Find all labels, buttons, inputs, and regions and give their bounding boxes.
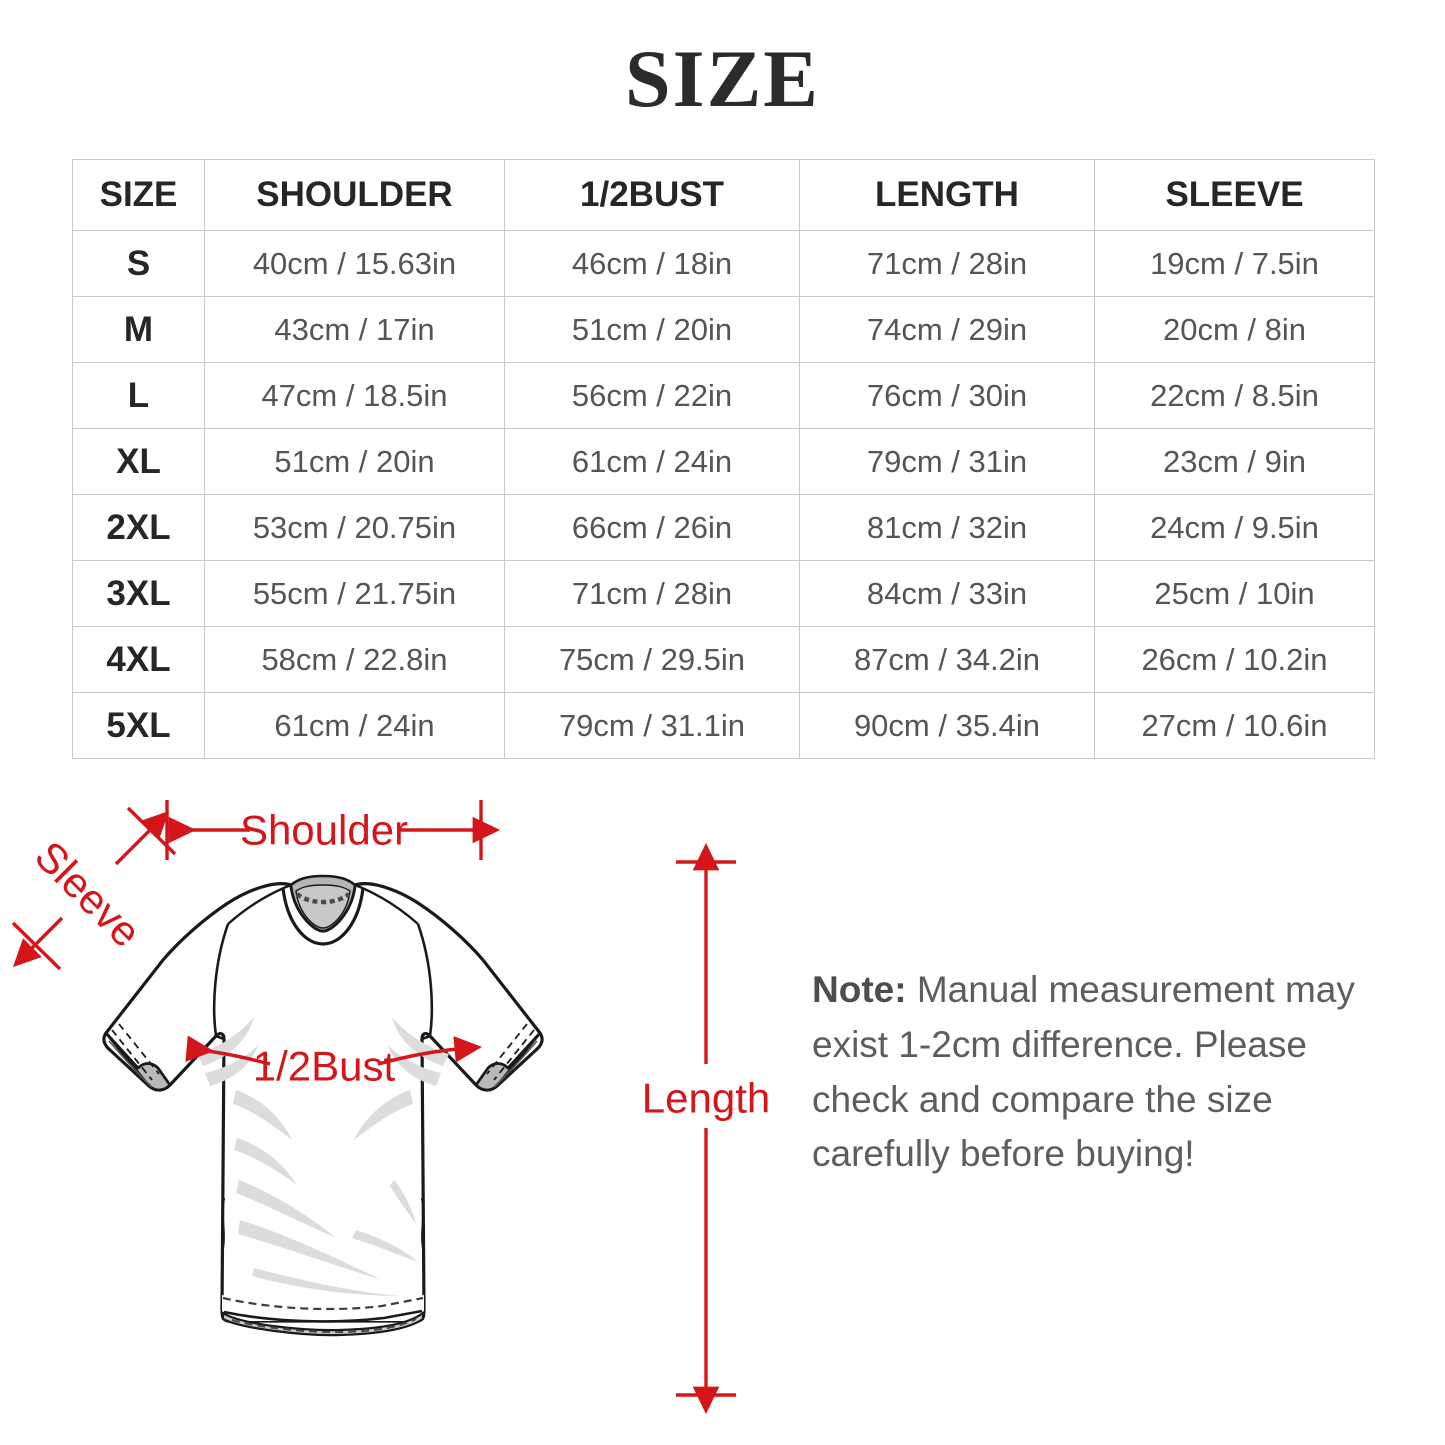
cell-length: 76cm / 30in — [799, 362, 1095, 429]
shoulder-label: Shoulder — [240, 807, 408, 854]
cell-length: 71cm / 28in — [799, 230, 1095, 297]
side-seam-left — [221, 1197, 226, 1249]
page-title: SIZE — [625, 33, 820, 124]
table-row: 4XL 58cm / 22.8in 75cm / 29.5in 87cm / 3… — [72, 626, 1375, 693]
cell-size: L — [72, 362, 205, 429]
armhole-seam-right — [416, 923, 434, 1041]
sleeve-cuff-right — [474, 1031, 542, 1092]
table-row: 5XL 61cm / 24in 79cm / 31.1in 90cm / 35.… — [72, 692, 1375, 759]
table-row: L 47cm / 18.5in 56cm / 22in 76cm / 30in … — [72, 362, 1375, 429]
cell-bust: 46cm / 18in — [504, 230, 800, 297]
cell-bust: 61cm / 24in — [504, 428, 800, 495]
column-header-size: SIZE — [72, 159, 205, 231]
sleeve-arrow-upper — [114, 810, 170, 866]
bust-arrow-left — [185, 1035, 271, 1066]
cell-bust: 66cm / 26in — [504, 494, 800, 561]
cell-size: S — [72, 230, 205, 297]
cell-size: M — [72, 296, 205, 363]
cuff-stitch-left-2 — [118, 1023, 160, 1075]
cell-shoulder: 53cm / 20.75in — [204, 494, 505, 561]
bust-arrow-right — [377, 1036, 483, 1066]
table-row: 2XL 53cm / 20.75in 66cm / 26in 81cm / 32… — [72, 494, 1375, 561]
side-seam-right — [420, 1197, 425, 1249]
cell-sleeve: 25cm / 10in — [1094, 560, 1375, 627]
cell-size: 2XL — [72, 494, 205, 561]
cell-shoulder: 58cm / 22.8in — [204, 626, 505, 693]
collar-inner-ring — [295, 884, 351, 929]
cell-size: XL — [72, 428, 205, 495]
cell-length: 84cm / 33in — [799, 560, 1095, 627]
cell-sleeve: 20cm / 8in — [1094, 296, 1375, 363]
cell-length: 87cm / 34.2in — [799, 626, 1095, 693]
cell-sleeve: 23cm / 9in — [1094, 428, 1375, 495]
cell-sleeve: 24cm / 9.5in — [1094, 494, 1375, 561]
table-row: M 43cm / 17in 51cm / 20in 74cm / 29in 20… — [72, 296, 1375, 363]
cell-shoulder: 61cm / 24in — [204, 692, 505, 759]
cell-size: 4XL — [72, 626, 205, 693]
armhole-seam-left — [212, 923, 230, 1041]
cell-bust: 71cm / 28in — [504, 560, 800, 627]
cell-bust: 51cm / 20in — [504, 296, 800, 363]
cell-length: 90cm / 35.4in — [799, 692, 1095, 759]
note-label: Note: — [812, 969, 907, 1010]
cell-shoulder: 47cm / 18.5in — [204, 362, 505, 429]
cell-length: 74cm / 29in — [799, 296, 1095, 363]
column-header-length: LENGTH — [799, 159, 1095, 231]
column-header-sleeve: SLEEVE — [1094, 159, 1375, 231]
shoulder-measure: Shoulder — [165, 800, 501, 860]
hem-band — [222, 1295, 424, 1321]
cuff-fold-right — [493, 1040, 538, 1088]
table-row: XL 51cm / 20in 61cm / 24in 79cm / 31in 2… — [72, 428, 1375, 495]
cell-sleeve: 27cm / 10.6in — [1094, 692, 1375, 759]
hem-inner-fill — [221, 1310, 425, 1337]
fabric-fold-shading — [197, 1017, 449, 1296]
column-header-bust: 1/2BUST — [504, 159, 800, 231]
column-header-shoulder: SHOULDER — [204, 159, 505, 231]
hem-stitch-upper — [222, 1296, 424, 1311]
cell-shoulder: 51cm / 20in — [204, 428, 505, 495]
tshirt-measurement-diagram: Shoulder Sleeve 1/2Bust Length — [0, 768, 800, 1445]
tshirt-illustration — [102, 874, 544, 1337]
sleeve-cuff-left — [104, 1031, 172, 1092]
collar-stitching — [295, 892, 351, 905]
note-block: Note: Manual measurement may exist 1-2cm… — [812, 963, 1392, 1182]
shoulder-seam-right — [354, 883, 419, 925]
sleeve-measure: Sleeve — [11, 806, 177, 971]
cell-shoulder: 55cm / 21.75in — [204, 560, 505, 627]
cell-length: 81cm / 32in — [799, 494, 1095, 561]
bust-label: 1/2Bust — [253, 1043, 396, 1090]
cell-shoulder: 40cm / 15.63in — [204, 230, 505, 297]
table-row: S 40cm / 15.63in 46cm / 18in 71cm / 28in… — [72, 230, 1375, 297]
cell-shoulder: 43cm / 17in — [204, 296, 505, 363]
hem-stitch-lower — [231, 1318, 417, 1334]
cell-bust: 56cm / 22in — [504, 362, 800, 429]
table-row: 3XL 55cm / 21.75in 71cm / 28in 84cm / 33… — [72, 560, 1375, 627]
cuff-stitch-right-1 — [493, 1029, 535, 1081]
cuff-fold-left — [108, 1040, 153, 1088]
cell-sleeve: 22cm / 8.5in — [1094, 362, 1375, 429]
cuff-stitch-left-1 — [111, 1029, 153, 1081]
shoulder-seam-left — [227, 883, 292, 925]
note-text: Manual measurement may exist 1-2cm diffe… — [812, 969, 1355, 1175]
length-measure: Length — [642, 842, 770, 1415]
cell-bust: 75cm / 29.5in — [504, 626, 800, 693]
bust-measure: 1/2Bust — [185, 1035, 483, 1090]
length-label: Length — [642, 1075, 770, 1122]
table-header-row: SIZE SHOULDER 1/2BUST LENGTH SLEEVE — [72, 159, 1375, 231]
cell-size: 3XL — [72, 560, 205, 627]
sleeve-cap-lower — [11, 921, 62, 971]
cell-bust: 79cm / 31.1in — [504, 692, 800, 759]
hem-edge-dark — [223, 1309, 423, 1323]
cell-sleeve: 19cm / 7.5in — [1094, 230, 1375, 297]
cuff-stitch-right-2 — [486, 1023, 528, 1075]
size-chart-table: SIZE SHOULDER 1/2BUST LENGTH SLEEVE S 40… — [72, 159, 1375, 759]
cell-size: 5XL — [72, 692, 205, 759]
cell-sleeve: 26cm / 10.2in — [1094, 626, 1375, 693]
neckline-front-edge — [281, 887, 365, 946]
cell-length: 79cm / 31in — [799, 428, 1095, 495]
sleeve-arrow-lower — [12, 916, 64, 968]
